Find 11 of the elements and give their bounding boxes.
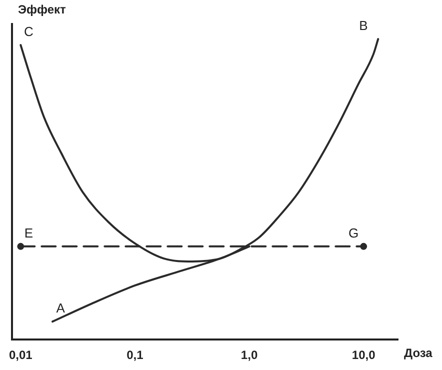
annotation: B	[359, 18, 368, 34]
x-tick-label: 1,0	[240, 348, 258, 362]
annotation: C	[24, 24, 34, 40]
annotation: G	[348, 226, 359, 240]
x-axis-title: Доза	[404, 346, 433, 360]
x-tick-label: 0,01	[8, 348, 33, 362]
y-axis-title: Эффект	[18, 2, 66, 16]
x-tick-label: 0,1	[126, 348, 144, 362]
x-tick-label: 10,0	[352, 348, 376, 362]
annotation: A	[56, 300, 66, 316]
annotation: E	[24, 226, 34, 240]
